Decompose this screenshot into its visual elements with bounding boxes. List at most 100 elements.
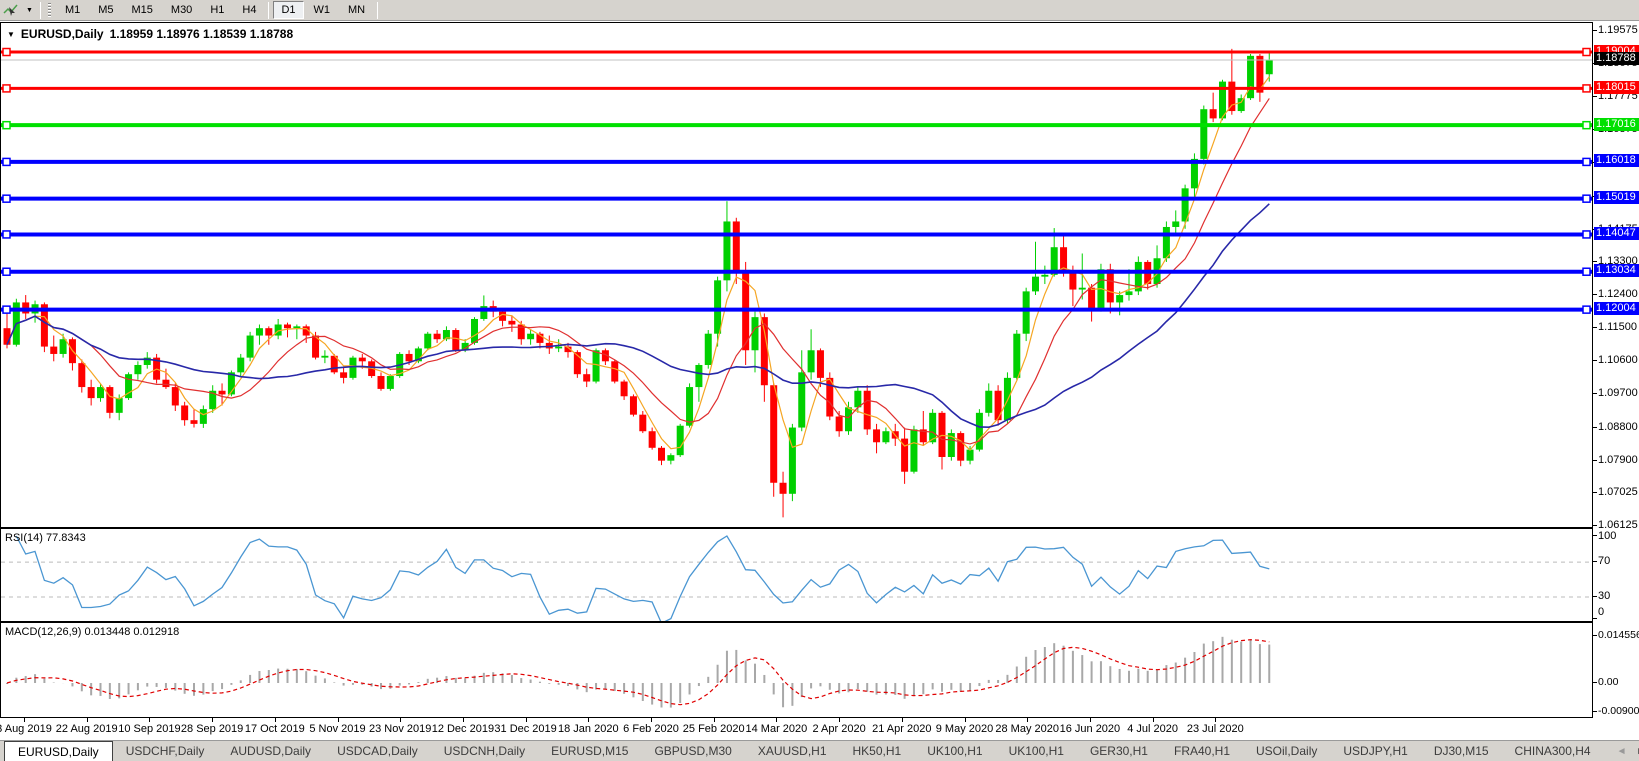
price-level-label: 1.17016 [1594,117,1639,131]
date-label: 10 Sep 2019 [118,723,181,735]
tab-xauusd-h1[interactable]: XAUUSD,H1 [757,744,827,758]
price-tick-label: 1.10600 [1598,354,1638,367]
toolbar-separator [39,1,41,19]
macd-tick-mark [1593,711,1597,713]
price-level-line[interactable] [1,230,1592,239]
date-label: 16 Jun 2020 [1059,723,1121,735]
tab-china300-h4[interactable]: CHINA300,H4 [1514,744,1591,758]
date-tick-mark [337,718,339,722]
timeframe-button-M30[interactable]: M30 [170,4,193,16]
macd-signal-line [6,639,1270,706]
rsi-axis[interactable]: 100 70 30 0 [1593,528,1639,622]
tab-eurusd-m15[interactable]: EURUSD,M15 [551,744,629,758]
macd-label: MACD(12,26,9) 0.013448 0.012918 [5,626,180,638]
rsi-plot[interactable]: RSI(14) 77.8343 [0,528,1593,622]
level-handle [1582,120,1591,130]
date-tick-mark [525,718,527,722]
price-level-line[interactable] [1,84,1592,93]
toolbar-separator [377,1,379,19]
timeframe-button-M15[interactable]: M15 [131,4,153,16]
chart-tab-bar: EURUSD,Daily USDCHF,Daily AUDUSD,Daily USDC… [0,740,1639,761]
tab-scroll-right-icon[interactable]: ► [1636,746,1639,757]
macd-axis[interactable]: 0.014556 0.00 -0.009001 [1593,622,1639,718]
price-level-line[interactable] [1,194,1592,203]
level-handle [1582,305,1591,314]
toolbar: ▼ M1 M5 M15 M30 H1 H4 D1 W1 MN [0,0,1639,21]
dropdown-caret-icon[interactable]: ▼ [26,6,33,14]
date-axis[interactable]: 3 Aug 2019 22 Aug 2019 10 Sep 2019 28 Sep 2… [0,718,1639,740]
tab-usdchf-daily[interactable]: USDCHF,Daily [125,744,205,758]
date-tick-mark [651,718,652,722]
date-tick-mark [274,718,276,722]
chart-symbol-period: EURUSD,Daily [20,27,104,41]
tab-uk100-h1[interactable]: UK100,H1 [1008,744,1064,758]
timeframe-button-MN[interactable]: MN [348,4,366,16]
timeframe-button-H4[interactable]: H4 [242,4,257,16]
timeframe-button-H1[interactable]: H1 [210,4,225,16]
tab-scroll-left-icon[interactable]: ◄ [1616,745,1627,757]
tab-gbpusd-m30[interactable]: GBPUSD,M30 [654,744,732,758]
level-handle [1582,230,1591,239]
price-level-label: 1.16018 [1594,154,1639,168]
date-label: 3 Aug 2019 [0,723,52,735]
timeframe-button-W1[interactable]: W1 [313,4,331,16]
date-label: 22 Aug 2019 [55,723,118,735]
price-tick-mark [1593,426,1597,428]
macd-panel: MACD(12,26,9) 0.013448 0.012918 0.014556… [0,622,1639,718]
price-level-line[interactable] [1,47,1592,57]
collapse-chart-button[interactable]: ▼ [7,29,15,39]
date-label: 23 Jul 2020 [1186,723,1244,735]
date-tick-mark [1152,718,1154,722]
macd-canvas[interactable] [1,623,1592,717]
level-handle [1582,47,1591,57]
tab-ger30-h1[interactable]: GER30,H1 [1089,744,1148,758]
price-tick-label: 1.07025 [1598,485,1638,498]
tab-usoil-daily[interactable]: USOil,Daily [1256,744,1318,758]
price-level-line[interactable] [1,305,1592,314]
date-label: 4 Jul 2020 [1127,723,1178,735]
date-tick-mark [24,718,25,722]
candlesticks [3,48,1273,518]
date-label: 28 May 2020 [995,723,1059,735]
tab-usdcad-daily[interactable]: USDCAD,Daily [337,744,418,758]
tab-usoil-h4[interactable]: USOil,H4 [1604,741,1617,761]
chart-tool-icon[interactable] [0,1,22,19]
macd-tick-mark [1593,682,1597,683]
timeframe-button-M5[interactable]: M5 [98,4,114,16]
price-axis[interactable]: 1.195751.186751.177751.168751.159751.150… [1593,22,1639,528]
tab-hk50-h1[interactable]: HK50,H1 [852,744,902,758]
rsi-axis-label: 30 [1598,590,1611,603]
price-tick-mark [1593,294,1597,296]
price-tick-label: 1.07900 [1598,453,1638,466]
macd-axis-label: 0.014556 [1598,629,1639,641]
toolbar-grip[interactable] [47,2,52,18]
tab-dj30-m15[interactable]: DJ30,M15 [1433,744,1489,758]
level-handle [2,157,11,167]
tab-usdjpy-h1[interactable]: USDJPY,H1 [1343,744,1408,758]
level-handle [1582,194,1591,203]
price-plot[interactable]: ▼ EURUSD,Daily 1.18959 1.18976 1.18539 1… [0,22,1593,528]
price-tick-mark [1593,260,1597,262]
date-label: 17 Oct 2019 [244,723,305,735]
date-label: 14 Mar 2020 [745,723,808,735]
level-handle [2,194,11,203]
rsi-canvas[interactable] [1,529,1592,621]
tab-usdcnh-daily[interactable]: USDCNH,Daily [443,744,526,758]
price-chart-canvas[interactable] [1,23,1592,527]
price-level-line[interactable] [1,120,1592,130]
rsi-axis-label: 70 [1598,555,1611,568]
price-tick-mark [1593,96,1597,98]
date-label: 9 May 2020 [935,723,994,735]
rsi-tick-mark [1593,561,1597,563]
macd-plot[interactable]: MACD(12,26,9) 0.013448 0.012918 [0,622,1593,718]
tab-uk100-h1[interactable]: UK100,H1 [927,744,983,758]
tab-eurusd-daily[interactable]: EURUSD,Daily [4,741,113,761]
price-level-line[interactable] [1,157,1592,167]
timeframe-button-M1[interactable]: M1 [64,4,81,16]
price-level-line[interactable] [1,267,1592,276]
price-tick-mark [1593,30,1597,31]
tab-audusd-daily[interactable]: AUDUSD,Daily [230,744,312,758]
tab-fra40-h1[interactable]: FRA40,H1 [1173,744,1231,758]
timeframe-button-D1[interactable]: D1 [273,1,304,19]
